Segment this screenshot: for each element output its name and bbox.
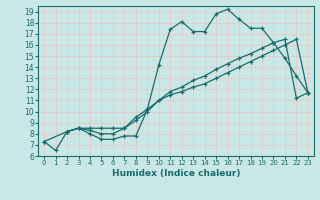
X-axis label: Humidex (Indice chaleur): Humidex (Indice chaleur) (112, 169, 240, 178)
